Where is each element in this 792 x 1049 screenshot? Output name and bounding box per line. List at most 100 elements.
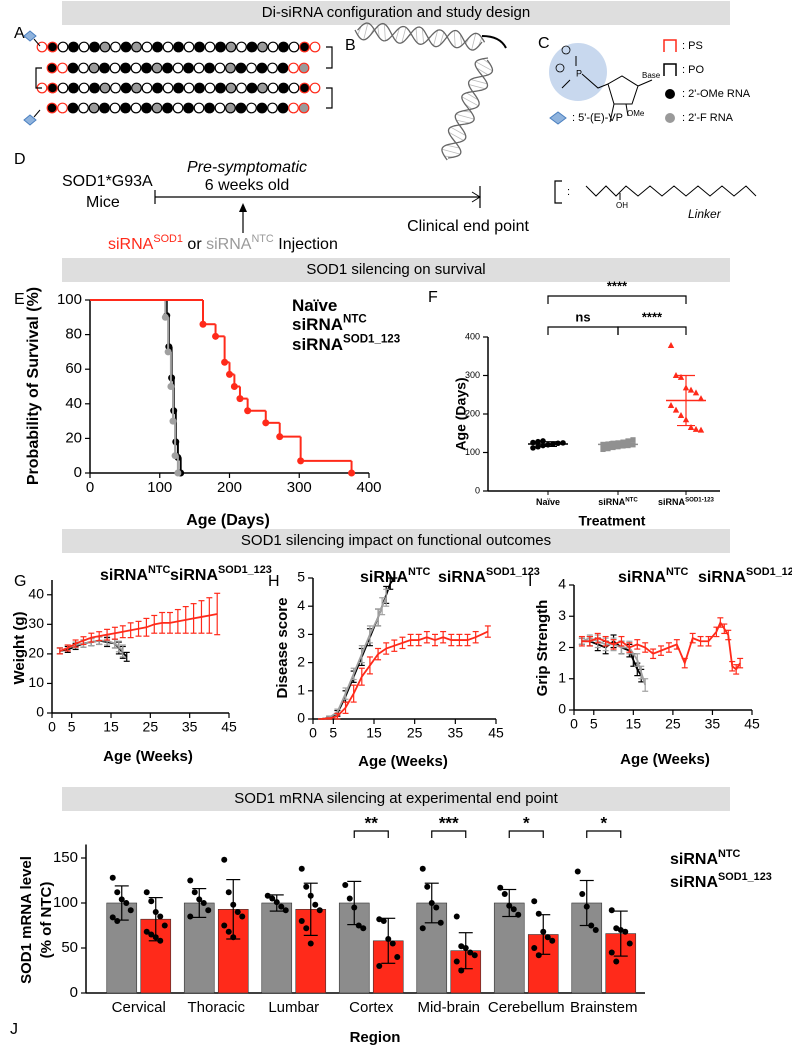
data-point (458, 943, 465, 950)
data-point (535, 952, 542, 959)
data-point (613, 958, 620, 965)
y-axis-label: Age (Days) (453, 377, 469, 450)
legend-label-part: siRNA (292, 335, 343, 354)
data-point (161, 922, 168, 929)
nucleotide (214, 62, 226, 74)
nucleotide (309, 41, 321, 53)
data-point (687, 386, 695, 393)
section-title: SOD1 silencing on survival (306, 261, 485, 278)
panel-letter: J (10, 1021, 18, 1038)
nucleotide (172, 62, 184, 74)
nucleotide (162, 41, 174, 53)
x-category-label-part: NTC (625, 496, 638, 503)
data-point (239, 913, 246, 920)
data-point (617, 927, 624, 933)
panel-letter: C (538, 35, 550, 52)
legend-label: siRNANTC (292, 314, 367, 335)
nucleotide (183, 102, 194, 114)
helix-rung (475, 61, 493, 72)
y-tick-label: 1 (297, 682, 305, 698)
survival-marker (297, 457, 305, 465)
nucleotide (225, 102, 236, 114)
y-tick-label: 0 (558, 701, 566, 717)
bar (493, 902, 525, 994)
nucleotide (46, 62, 58, 74)
series-line (320, 597, 388, 720)
y-tick-label: 0 (297, 710, 305, 726)
data-point (453, 913, 460, 920)
data-point (312, 901, 319, 908)
x-tick-label: 35 (705, 716, 721, 732)
x-tick-label: 45 (744, 716, 760, 732)
y-tick-label: 150 (53, 849, 78, 866)
data-point (273, 899, 280, 906)
helix-rung (466, 92, 479, 101)
x-tick-label: 400 (356, 479, 381, 496)
nucleotide (277, 102, 289, 114)
data-point (506, 902, 513, 909)
survival-marker (262, 419, 270, 427)
survival-marker (169, 417, 177, 425)
data-point (230, 901, 237, 908)
chem-legend-label: : PO (682, 64, 704, 76)
x-category-label: Cerebellum (488, 999, 565, 1016)
x-tick-label: 25 (665, 716, 681, 732)
legend-label-part: siRNA (360, 569, 408, 586)
data-point (152, 909, 159, 915)
nucleotide (99, 62, 110, 74)
legend-label-part: siRNA (438, 569, 486, 586)
data-point (626, 940, 633, 947)
data-point (114, 918, 121, 924)
ps-icon (663, 39, 677, 52)
nucleotide (57, 102, 68, 114)
x-axis-label: Treatment (579, 513, 646, 529)
y-tick-label: 30 (28, 615, 44, 631)
data-point (530, 445, 536, 451)
data-point (544, 934, 551, 941)
survival-marker (171, 452, 179, 460)
chem-legend-label: : 2'-OMe RNA (682, 88, 751, 100)
legend-label-part: SOD1_123 (746, 566, 792, 578)
data-point (697, 395, 705, 402)
data-point (118, 896, 125, 903)
nucleotide (57, 62, 68, 74)
data-point (307, 940, 314, 947)
nucleotide (183, 62, 194, 74)
linker-oh: OH (616, 201, 628, 210)
nucleotide (162, 82, 174, 94)
linker-bracket (554, 180, 562, 204)
nucleotide (225, 41, 237, 53)
injection-label-part: siRNA (206, 236, 252, 253)
data-point (303, 925, 310, 932)
y-tick-label: 0 (70, 984, 78, 1001)
data-point (531, 945, 538, 951)
nucleotide (246, 82, 258, 94)
y-tick-label: 50 (61, 939, 78, 956)
nucleotide (288, 82, 300, 94)
data-point (127, 907, 134, 914)
section-bar (62, 1, 730, 25)
injection-label-part: NTC (251, 233, 273, 245)
data-point (109, 874, 116, 881)
nucleotide (235, 62, 247, 74)
age: 6 weeks old (205, 177, 290, 194)
data-point (608, 949, 615, 956)
ome-icon (665, 89, 675, 99)
x-category-label: Mid-brain (417, 999, 480, 1016)
data-point (342, 882, 349, 888)
data-point (613, 925, 620, 932)
helix-rung (441, 148, 461, 155)
x-category-label-part: siRNA (658, 497, 686, 507)
nucleotide (288, 41, 300, 53)
helix-rung (456, 119, 470, 124)
data-point (540, 438, 546, 444)
nucleotide (236, 41, 247, 53)
nucleotide (215, 82, 226, 94)
nucleotide (109, 62, 121, 74)
nucleotide (225, 82, 237, 94)
panel-letter: D (14, 151, 26, 168)
data-point (605, 446, 611, 452)
legend-label: siRNANTC (618, 566, 689, 586)
